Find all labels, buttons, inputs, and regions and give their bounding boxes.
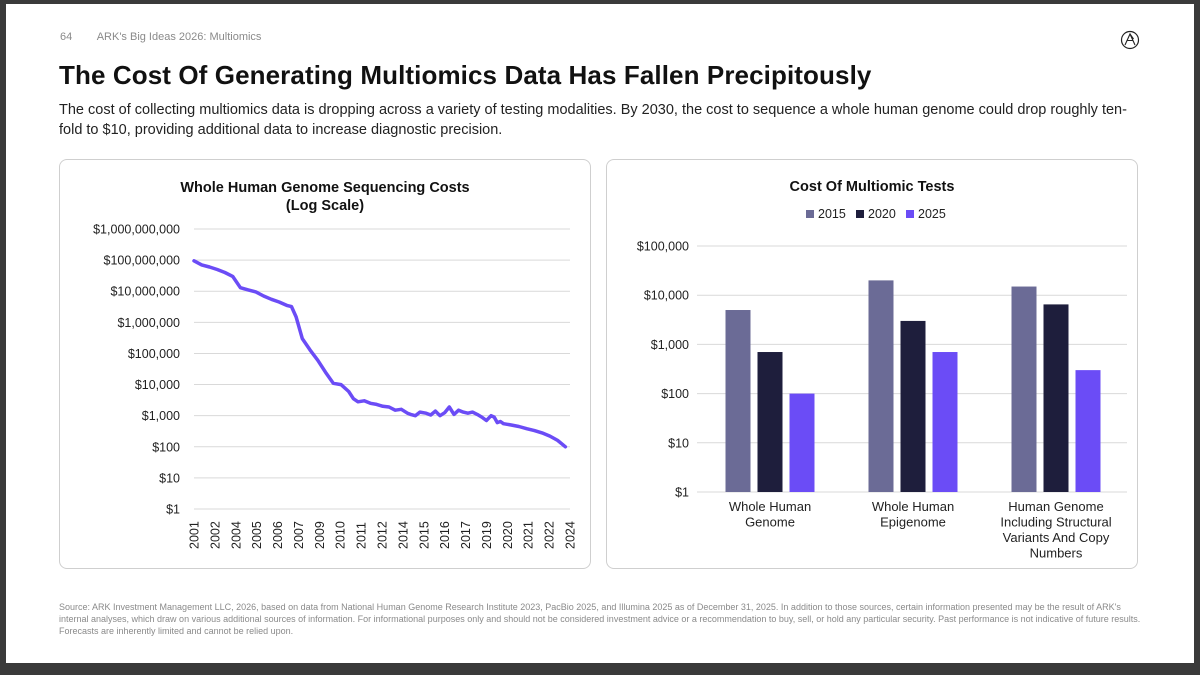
x-tick-label: 2009 [313, 521, 327, 549]
y-tick-label: $10,000,000 [110, 285, 180, 299]
category-label: Epigenome [880, 515, 946, 530]
y-tick-label: $1 [675, 486, 689, 500]
line-chart-panel: Whole Human Genome Sequencing Costs (Log … [59, 159, 591, 569]
legend-swatch [806, 210, 814, 218]
x-tick-label: 2020 [501, 521, 515, 549]
y-tick-label: $10,000 [644, 289, 689, 303]
y-tick-label: $100 [152, 440, 180, 454]
chart-title: Cost Of Multiomic Tests [790, 179, 955, 195]
legend-swatch [856, 210, 864, 218]
x-tick-label: 2022 [543, 521, 557, 549]
page-number: 64 [60, 31, 73, 43]
bar-2020 [1043, 304, 1069, 492]
y-tick-label: $10,000 [135, 378, 180, 392]
bar-2015 [1011, 286, 1037, 492]
bar-2020 [900, 320, 926, 492]
x-tick-label: 2017 [459, 521, 473, 549]
page-title: The Cost Of Generating Multiomics Data H… [59, 60, 872, 90]
bar-2025 [932, 352, 958, 492]
x-tick-label: 2015 [417, 521, 431, 549]
x-tick-label: 2024 [564, 521, 578, 549]
x-tick-label: 2002 [208, 521, 222, 549]
y-tick-label: $1,000 [142, 409, 180, 423]
x-tick-label: 2014 [396, 521, 410, 549]
category-label: Whole Human [872, 499, 954, 514]
y-tick-label: $1,000,000,000 [93, 223, 180, 237]
y-tick-label: $10 [668, 436, 689, 450]
bar-2025 [789, 393, 815, 492]
bar-2025 [1075, 370, 1101, 492]
x-tick-label: 2021 [522, 521, 536, 549]
bar-2015 [868, 280, 894, 492]
y-tick-label: $100 [661, 387, 689, 401]
y-tick-label: $1 [166, 503, 180, 517]
legend-label: 2020 [868, 207, 896, 221]
source-footnote: Source: ARK Investment Management LLC, 2… [59, 602, 1141, 636]
x-tick-label: 2011 [355, 522, 369, 549]
y-tick-label: $100,000 [637, 240, 689, 254]
category-label: Variants And Copy [1003, 530, 1110, 545]
category-label: Human Genome [1008, 499, 1103, 514]
genome-cost-line-chart: Whole Human Genome Sequencing Costs (Log … [93, 180, 578, 549]
x-tick-label: 2019 [480, 521, 494, 549]
y-tick-label: $100,000,000 [104, 254, 181, 268]
x-tick-label: 2006 [271, 521, 285, 549]
x-tick-label: 2010 [334, 521, 348, 549]
multiomic-cost-bar-chart: Cost Of Multiomic Tests 2015 2020 2025 $100,… [637, 179, 1127, 561]
x-tick-label: 2001 [188, 521, 202, 549]
page-subtitle: The cost of collecting multiomics data i… [59, 102, 1127, 138]
legend-label: 2025 [918, 207, 946, 221]
x-tick-label: 2005 [250, 521, 264, 549]
x-tick-label: 2007 [292, 521, 306, 549]
category-label: Including Structural [1000, 515, 1111, 530]
y-tick-label: $100,000 [128, 347, 180, 361]
bar-2020 [757, 352, 783, 492]
bar-chart-panel: Cost Of Multiomic Tests 2015 2020 2025 $100,… [606, 159, 1138, 569]
y-tick-label: $1,000 [651, 338, 689, 352]
slide: 64 ARK's Big Ideas 2026: Multiomics The … [6, 4, 1194, 663]
legend-label: 2015 [818, 207, 846, 221]
x-tick-label: 2012 [376, 521, 390, 549]
section-name: ARK's Big Ideas 2026: Multiomics [96, 31, 262, 43]
y-tick-label: $10 [159, 471, 180, 485]
bar-2015 [725, 310, 751, 492]
cost-series-line [192, 259, 568, 449]
legend-swatch [906, 210, 914, 218]
category-label: Numbers [1030, 546, 1083, 561]
x-tick-label: 2004 [229, 521, 243, 549]
x-tick-label: 2016 [438, 521, 452, 549]
category-label: Genome [745, 515, 795, 530]
page-header: 64 ARK's Big Ideas 2026: Multiomics [60, 31, 261, 43]
category-label: Whole Human [729, 499, 811, 514]
chart-title: Whole Human Genome Sequencing Costs [180, 180, 469, 196]
y-tick-label: $1,000,000 [117, 316, 180, 330]
ark-logo-icon [1120, 30, 1140, 50]
chart-title: (Log Scale) [286, 198, 364, 214]
